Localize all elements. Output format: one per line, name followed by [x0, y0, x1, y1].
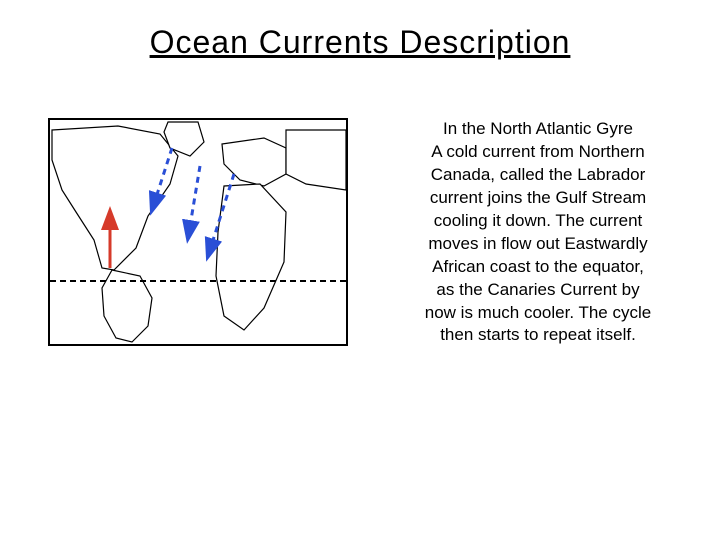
cold-arrow-2	[188, 166, 200, 238]
continent-north-america	[52, 126, 178, 270]
continents-svg	[50, 120, 346, 344]
page-title: Ocean Currents Description	[0, 24, 720, 61]
world-map	[48, 118, 348, 346]
continent-africa	[216, 184, 286, 330]
description-text: In the North Atlantic Gyre A cold curren…	[388, 118, 688, 347]
continent-asia-partial	[286, 130, 346, 190]
equator-line	[50, 280, 346, 282]
